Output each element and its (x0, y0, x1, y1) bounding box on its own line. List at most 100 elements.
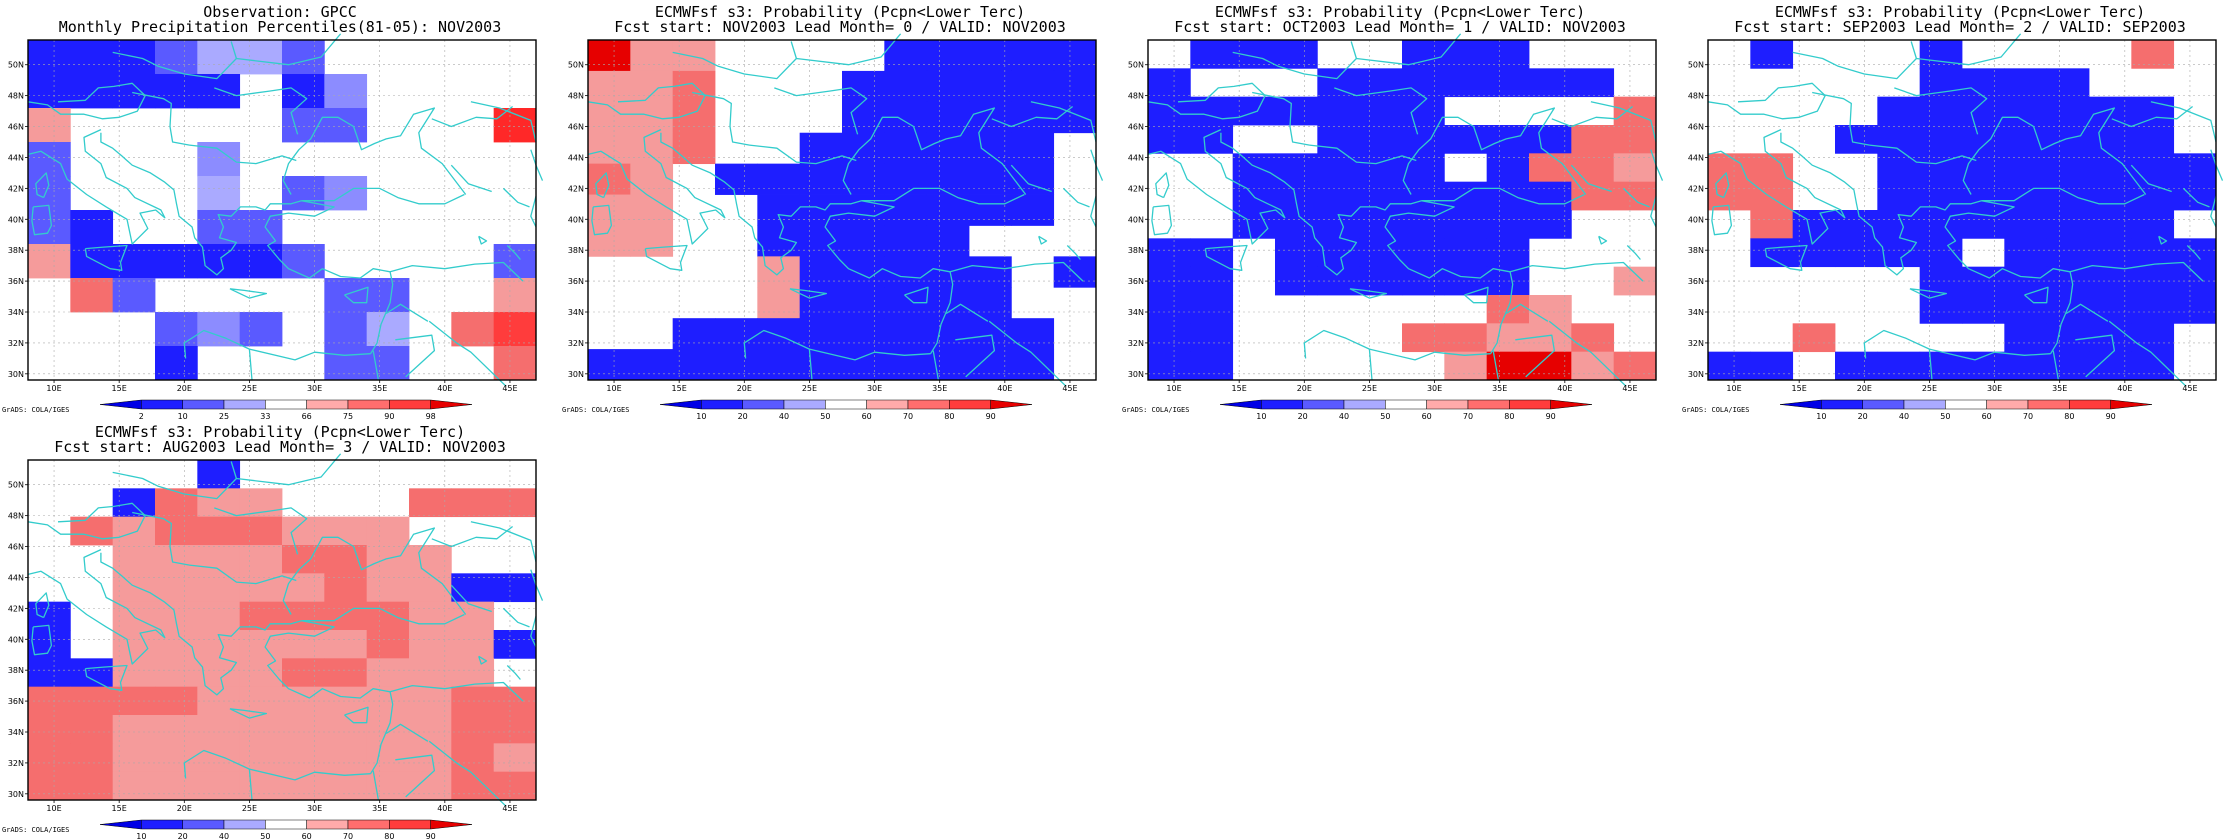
grid-cell (1402, 323, 1445, 353)
grid-cell (1053, 101, 1097, 134)
grid-cell (239, 771, 283, 801)
colorbar-segment (141, 399, 183, 410)
grid-cell (239, 630, 283, 659)
grid-cell (239, 545, 283, 574)
grid-cell (1486, 238, 1530, 268)
grid-cell (1835, 238, 1878, 268)
coastline (1711, 204, 1733, 236)
grid-cell (1359, 181, 1403, 211)
coastline (1548, 320, 1627, 387)
grid-cell (2089, 210, 2132, 239)
grads-credit: GrADS: COLA/IGES (1682, 406, 1750, 414)
coastline (1944, 200, 2074, 355)
grid-cell (282, 601, 325, 631)
colorbar-segment (907, 399, 950, 410)
grid-cell (588, 132, 631, 165)
latitude-label: 48N (568, 92, 584, 101)
latitude-label: 50N (1128, 61, 1144, 70)
grid-cell (1275, 153, 1318, 183)
grid-cell (1919, 238, 1963, 268)
grid-cell (715, 318, 758, 350)
grid-cell (282, 545, 325, 574)
latitude-label: 30N (8, 790, 24, 799)
coastline (1505, 303, 1549, 322)
grid-cell (630, 163, 674, 195)
colorbar-segment (265, 399, 307, 410)
coastline (431, 105, 514, 128)
longitude-label: 45E (1622, 384, 1637, 393)
latitude-label: 38N (8, 246, 24, 255)
latitude-label: 50N (8, 481, 24, 490)
grid-cell (1359, 238, 1403, 268)
latitude-label: 46N (568, 123, 584, 132)
grid-cell (842, 225, 885, 257)
colorbar-label: 70 (1463, 412, 1473, 421)
grid-cell (366, 573, 410, 603)
grid-cell (155, 488, 198, 518)
grid-cell (324, 312, 368, 347)
grid-cell (2046, 68, 2090, 98)
grid-cell (493, 278, 537, 313)
coastline (660, 132, 862, 276)
coastline (1010, 164, 1052, 193)
grid-cell (2004, 68, 2048, 98)
map-frame (587, 39, 1097, 381)
map-frame (27, 459, 537, 801)
map-panel-observation: Observation: GPCC Monthly Precipitation … (0, 0, 560, 421)
coastline (502, 187, 530, 208)
coastline (1598, 235, 1608, 245)
longitude-label: 25E (1922, 384, 1937, 393)
colorbar-segment (99, 819, 142, 830)
grid-cell (70, 516, 114, 546)
colorbar-label: 60 (302, 832, 312, 840)
grid-cell (1529, 351, 1572, 381)
grid-cell (155, 74, 198, 109)
grid-cell (672, 132, 716, 165)
panel-title: Observation: GPCC (203, 3, 357, 21)
coastline (27, 549, 166, 665)
grid-cell (630, 194, 674, 226)
grid-cell (715, 349, 758, 381)
coastline (470, 521, 537, 563)
grid-cell (1317, 153, 1361, 183)
grid-cell (112, 743, 156, 773)
grid-cell (1571, 153, 1615, 183)
grid-cell (926, 225, 970, 257)
grid-cell (1190, 295, 1234, 324)
coastline (132, 511, 190, 566)
panel-subtitle: Fcst start: OCT2003 Lead Month= 1 / VALI… (1174, 18, 1626, 36)
grid-cell (1402, 68, 1445, 98)
probability-map: 50N 48N 46N 44N 42N 40N 38N 36N 34N 32N 30N 10E 15E 2… (8, 453, 544, 840)
latitude-label: 48N (8, 92, 24, 101)
coastline (2108, 320, 2187, 387)
grid-cell (672, 349, 716, 381)
colorbar-segment (1426, 399, 1469, 410)
longitude-label: 15E (672, 384, 687, 393)
colorbar-label: 10 (178, 412, 188, 421)
coastline (506, 665, 521, 680)
coastline (1551, 105, 1634, 128)
coastline (1030, 101, 1097, 143)
grid-cell (451, 488, 495, 518)
coastline (692, 91, 750, 146)
grid-cell (1148, 125, 1191, 154)
colorbar-segment (389, 819, 431, 830)
coastline (1707, 129, 1846, 245)
grid-cell (1190, 323, 1234, 353)
latitude-label: 40N (1128, 215, 1144, 224)
grid-cell (757, 256, 801, 288)
longitude-label: 10E (46, 804, 61, 813)
coastline (842, 107, 1027, 195)
coastline (1764, 244, 1808, 271)
grid-cell (969, 70, 1012, 103)
grid-cell (884, 225, 928, 257)
longitude-label: 20E (1297, 384, 1312, 393)
grid-cell (799, 318, 843, 350)
grid-cell (2004, 323, 2048, 353)
grid-cell (324, 601, 368, 631)
longitude-label: 40E (437, 384, 452, 393)
grid-cell (588, 40, 631, 72)
grid-cell (324, 743, 368, 773)
coastline (1780, 132, 1982, 276)
grid-cell (1011, 194, 1055, 226)
